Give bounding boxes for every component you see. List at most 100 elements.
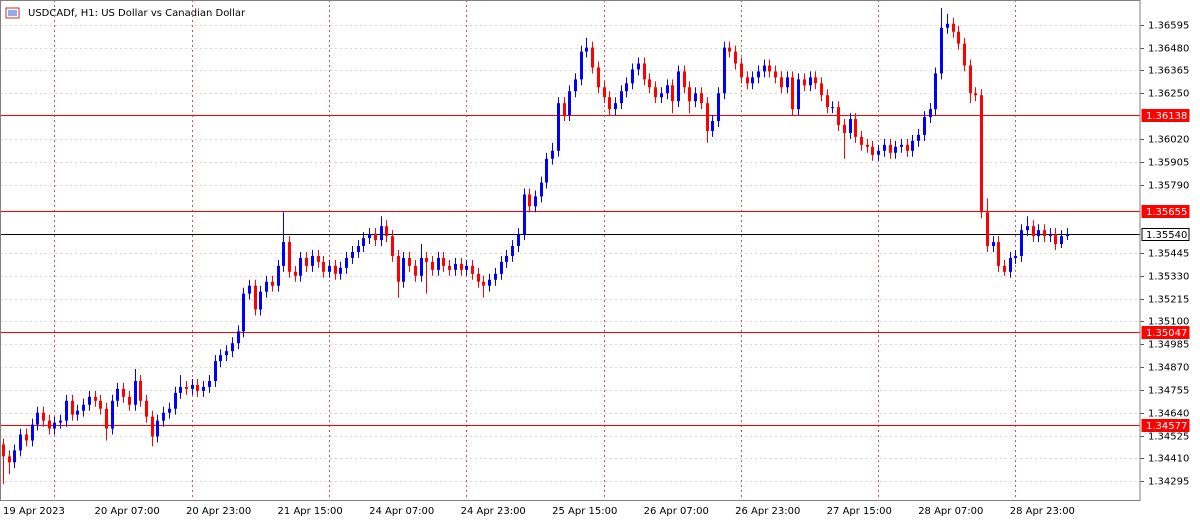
candle-body — [900, 144, 903, 147]
y-tick-label: 1.36595 — [1148, 21, 1189, 32]
level-label: 1.35655 — [1146, 207, 1187, 218]
candle-body — [265, 281, 268, 292]
candle-body — [425, 257, 428, 262]
candle-body — [1060, 236, 1063, 245]
candle-body — [219, 355, 222, 362]
candle-body — [271, 281, 274, 286]
x-tick-label: 21 Apr 15:00 — [278, 506, 343, 517]
level-label: 1.35540 — [1146, 230, 1187, 241]
y-tick-label: 1.34410 — [1148, 454, 1189, 465]
candle-body — [551, 150, 554, 159]
candle-body — [477, 273, 480, 282]
candle-body — [471, 265, 474, 274]
candle-body — [202, 386, 205, 391]
candle-body — [746, 77, 749, 84]
candle-body — [980, 95, 983, 213]
candle-body — [517, 234, 520, 247]
candle-body — [866, 144, 869, 147]
candle-body — [603, 87, 606, 98]
level-label-box — [1141, 326, 1190, 339]
candle-body — [660, 93, 663, 98]
x-tick-label: 28 Apr 07:00 — [918, 506, 983, 517]
candle-body — [299, 257, 302, 276]
candle-body — [282, 242, 285, 266]
chart-title: USDCADf, H1: US Dollar vs Canadian Dolla… — [28, 8, 246, 19]
candle-body — [99, 400, 102, 409]
candle-body — [906, 144, 909, 151]
candle-body — [88, 396, 91, 405]
candle-body — [614, 103, 617, 110]
candle-body — [351, 251, 354, 258]
candle-body — [540, 182, 543, 197]
candle-body — [683, 71, 686, 88]
candle-body — [116, 388, 119, 401]
candle-body — [666, 85, 669, 94]
candle-body — [826, 95, 829, 108]
candle-body — [974, 93, 977, 96]
candle-body — [397, 255, 400, 282]
candle-body — [992, 242, 995, 247]
candle-body — [563, 103, 566, 116]
candle-body — [671, 85, 674, 102]
candle-body — [31, 424, 34, 441]
candle-body — [288, 242, 291, 272]
y-tick-label: 1.35330 — [1148, 272, 1189, 283]
candle-body — [637, 63, 640, 70]
candle-body — [1043, 230, 1046, 237]
candle-body — [237, 331, 240, 344]
x-tick-label: 24 Apr 07:00 — [369, 506, 434, 517]
candle-body — [809, 77, 812, 86]
x-tick-label: 24 Apr 23:00 — [461, 506, 526, 517]
candle-body — [94, 396, 97, 401]
candle-body — [1026, 226, 1029, 231]
candle-body — [814, 77, 817, 84]
level-label: 1.35047 — [1146, 328, 1187, 339]
y-tick-label: 1.35215 — [1148, 295, 1189, 306]
candle-body — [208, 380, 211, 387]
candle-body — [768, 65, 771, 72]
candle-body — [843, 125, 846, 133]
candle-body — [391, 236, 394, 256]
candle-body — [59, 420, 62, 423]
candle-body — [42, 412, 45, 421]
candle-body — [454, 263, 457, 270]
candle-body — [831, 107, 834, 109]
candle-body — [757, 71, 760, 78]
x-tick-label: 20 Apr 23:00 — [186, 506, 251, 517]
candle-body — [557, 103, 560, 151]
y-tick-label: 1.35790 — [1148, 181, 1189, 192]
candle-body — [442, 257, 445, 266]
candle-body — [545, 158, 548, 183]
candle-body — [648, 79, 651, 88]
candle-body — [631, 69, 634, 84]
candle-body — [317, 255, 320, 262]
candle-body — [122, 388, 125, 397]
candle-body — [723, 47, 726, 94]
candle-body — [780, 77, 783, 88]
x-tick-label: 25 Apr 15:00 — [552, 506, 617, 517]
candle-body — [225, 351, 228, 356]
candle-body — [883, 144, 886, 151]
y-tick-label: 1.36250 — [1148, 89, 1189, 100]
candle-body — [854, 119, 857, 137]
chart-icon — [5, 7, 20, 19]
candle-body — [385, 226, 388, 237]
candle-body — [580, 51, 583, 80]
candle-body — [156, 420, 159, 437]
candle-body — [585, 47, 588, 52]
candle-body — [465, 265, 468, 270]
candle-body — [82, 404, 85, 411]
candle-body — [803, 79, 806, 86]
candle-body — [231, 343, 234, 352]
candle-body — [248, 285, 251, 294]
candle-body — [328, 265, 331, 272]
candle-body — [19, 434, 22, 451]
candle-body — [8, 456, 11, 463]
candle-body — [969, 65, 972, 94]
y-tick-label: 1.34640 — [1148, 409, 1189, 420]
candle-body — [505, 255, 508, 262]
candle-body — [597, 67, 600, 88]
candle-body — [368, 234, 371, 239]
candle-body — [774, 71, 777, 78]
